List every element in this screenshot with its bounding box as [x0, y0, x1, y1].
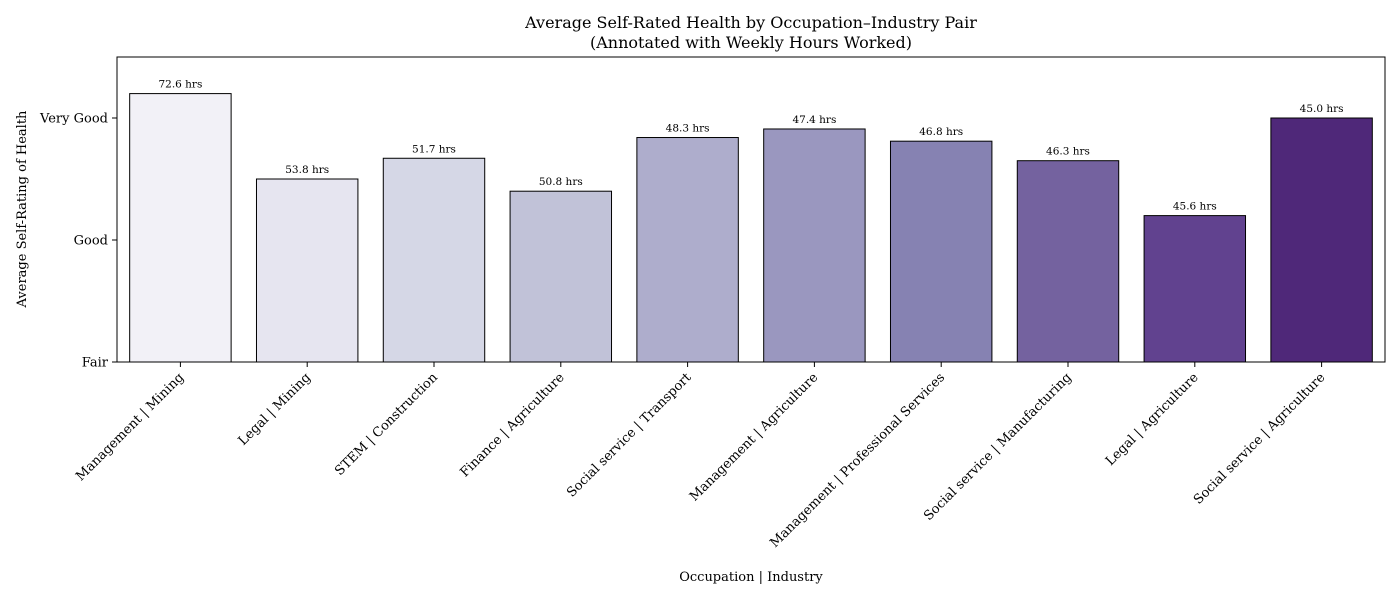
bar: [509, 190, 613, 363]
bar: [889, 140, 993, 363]
bar: [763, 128, 866, 363]
bar-annotations-group: 72.6 hrs 53.8 hrs 51.7 hrs 50.8 hrs 48.3 hrs…: [158, 79, 1343, 213]
x-tick-label: Management | Agriculture: [687, 370, 821, 504]
x-tick-label: Social service | Manufacturing: [921, 370, 1075, 524]
bar-annotation: 46.3 hrs: [1046, 146, 1090, 158]
bar-annotation: 48.3 hrs: [666, 123, 710, 135]
x-tick-label: Management | Mining: [73, 370, 187, 484]
y-tick-label: Good: [74, 234, 108, 249]
bars-group: [129, 93, 1373, 363]
bar-annotation: 51.7 hrs: [412, 143, 456, 155]
y-axis-label: Average Self-Rating of Health: [15, 110, 30, 308]
bar-annotation: 50.8 hrs: [539, 176, 583, 188]
x-tick-label: Social service | Transport: [564, 370, 695, 501]
x-axis-label: Occupation | Industry: [679, 570, 823, 585]
bar-annotation: 53.8 hrs: [285, 164, 329, 176]
bar: [636, 137, 739, 363]
bar: [129, 93, 232, 363]
x-tick-label: Legal | Agriculture: [1103, 370, 1202, 469]
plot-frame: [116, 56, 1386, 363]
y-axis: Fair Good Very Good: [39, 112, 117, 371]
bar: [1143, 215, 1247, 363]
x-axis: Management | Mining Legal | Mining STEM | …: [73, 362, 1329, 551]
bar-annotation: 46.8 hrs: [919, 126, 963, 138]
x-tick-label: Finance | Agriculture: [458, 370, 568, 480]
bar: [255, 178, 359, 363]
bar: [382, 157, 486, 363]
bar-annotation: 72.6 hrs: [158, 79, 202, 91]
bar-annotation: 45.6 hrs: [1173, 201, 1217, 213]
x-tick-label: Legal | Mining: [236, 370, 314, 448]
chart-title: Average Self-Rated Health by Occupation–…: [524, 13, 977, 32]
bar: [1016, 160, 1120, 363]
chart-subtitle: (Annotated with Weekly Hours Worked): [590, 33, 912, 52]
bar-annotation: 45.0 hrs: [1300, 103, 1344, 115]
bar-annotation: 47.4 hrs: [792, 114, 836, 126]
x-tick-label: Social service | Agriculture: [1191, 370, 1329, 508]
x-tick-label: STEM | Construction: [332, 370, 441, 479]
y-tick-label: Fair: [82, 356, 109, 371]
y-tick-label: Very Good: [39, 112, 108, 127]
bar: [1270, 117, 1373, 363]
